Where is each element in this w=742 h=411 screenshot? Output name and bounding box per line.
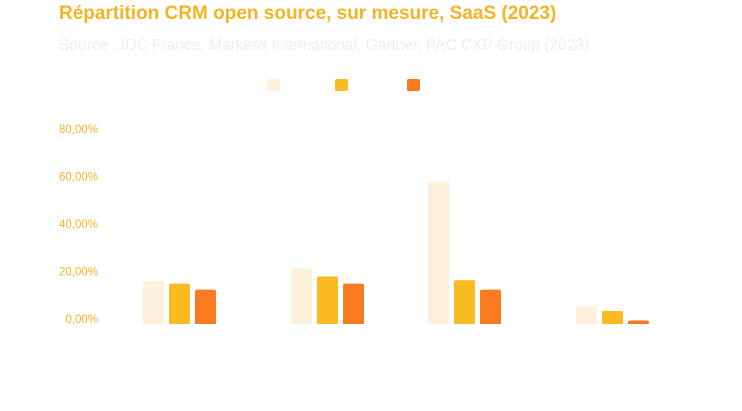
y-tick-label: 80,00%: [59, 124, 98, 136]
chart-title: Répartition CRM open source, sur mesure,…: [59, 3, 557, 24]
bar: [317, 276, 338, 324]
bar: [195, 289, 216, 324]
legend: [267, 79, 420, 91]
bar: [291, 268, 312, 324]
y-tick-label: 20,00%: [59, 267, 98, 279]
bar: [602, 310, 623, 324]
bar: [343, 283, 364, 324]
bar: [428, 181, 449, 324]
bar: [576, 306, 597, 324]
bar: [480, 289, 501, 324]
bar: [143, 281, 164, 324]
y-tick-label: 0,00%: [65, 314, 98, 326]
bar: [454, 280, 475, 324]
bar: [169, 283, 190, 324]
y-tick-label: 60,00%: [59, 172, 98, 184]
y-tick-label: 40,00%: [59, 219, 98, 231]
chart-subtitle: Source : IDC France, Markess Internation…: [59, 37, 590, 54]
bar: [628, 320, 649, 324]
legend-swatch-2: [335, 79, 348, 91]
legend-swatch-1: [267, 79, 280, 91]
legend-swatch-3: [407, 79, 420, 91]
bars: [143, 181, 649, 324]
y-axis: 0,00% 20,00% 40,00% 60,00% 80,00%: [59, 124, 98, 326]
